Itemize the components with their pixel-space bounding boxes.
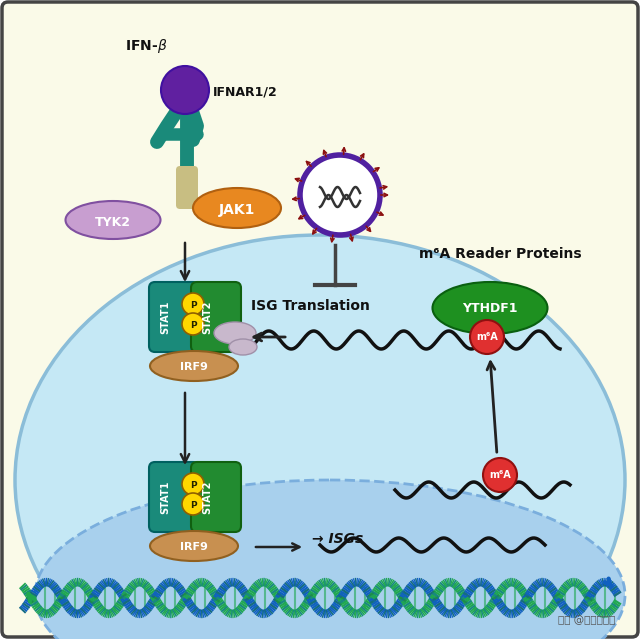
Circle shape <box>470 320 504 354</box>
Ellipse shape <box>150 351 238 381</box>
Text: P: P <box>189 300 196 309</box>
Text: TYK2: TYK2 <box>95 215 131 229</box>
Text: STAT1: STAT1 <box>160 481 170 514</box>
Ellipse shape <box>65 201 161 239</box>
Circle shape <box>182 293 204 315</box>
Circle shape <box>182 313 204 335</box>
Circle shape <box>311 166 369 224</box>
Text: m⁶A Reader Proteins: m⁶A Reader Proteins <box>419 247 581 261</box>
Ellipse shape <box>214 322 256 344</box>
Circle shape <box>182 493 204 515</box>
Text: m⁶A: m⁶A <box>489 470 511 480</box>
Text: ISG Translation: ISG Translation <box>251 299 369 313</box>
Circle shape <box>483 458 517 492</box>
FancyBboxPatch shape <box>149 462 199 532</box>
Text: IFNAR1/2: IFNAR1/2 <box>213 85 278 98</box>
Ellipse shape <box>229 339 257 355</box>
Text: JAK1: JAK1 <box>219 203 255 217</box>
Text: P: P <box>189 321 196 330</box>
Ellipse shape <box>35 480 625 639</box>
Text: YTHDF1: YTHDF1 <box>462 302 518 314</box>
Ellipse shape <box>433 282 547 334</box>
Ellipse shape <box>15 235 625 639</box>
FancyBboxPatch shape <box>191 462 241 532</box>
Text: IRF9: IRF9 <box>180 362 208 372</box>
Text: → ISGs: → ISGs <box>312 532 364 546</box>
Text: STAT2: STAT2 <box>202 481 212 514</box>
Ellipse shape <box>150 531 238 561</box>
Text: STAT1: STAT1 <box>160 300 170 334</box>
Text: 知乎 @易基因科技: 知乎 @易基因科技 <box>557 615 615 625</box>
Circle shape <box>298 153 382 237</box>
Circle shape <box>182 473 204 495</box>
FancyBboxPatch shape <box>149 282 199 352</box>
Text: P: P <box>189 481 196 489</box>
Text: m⁶A: m⁶A <box>476 332 498 342</box>
FancyBboxPatch shape <box>176 166 198 209</box>
Circle shape <box>161 66 209 114</box>
FancyBboxPatch shape <box>191 282 241 352</box>
Ellipse shape <box>193 188 281 228</box>
Text: P: P <box>189 500 196 509</box>
Text: STAT2: STAT2 <box>202 300 212 334</box>
Text: IFN-$\beta$: IFN-$\beta$ <box>125 37 168 55</box>
Text: IRF9: IRF9 <box>180 542 208 552</box>
